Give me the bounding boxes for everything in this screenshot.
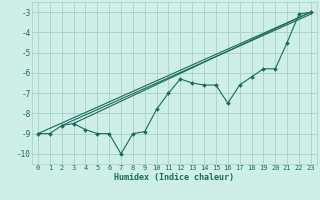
X-axis label: Humidex (Indice chaleur): Humidex (Indice chaleur) xyxy=(115,173,234,182)
